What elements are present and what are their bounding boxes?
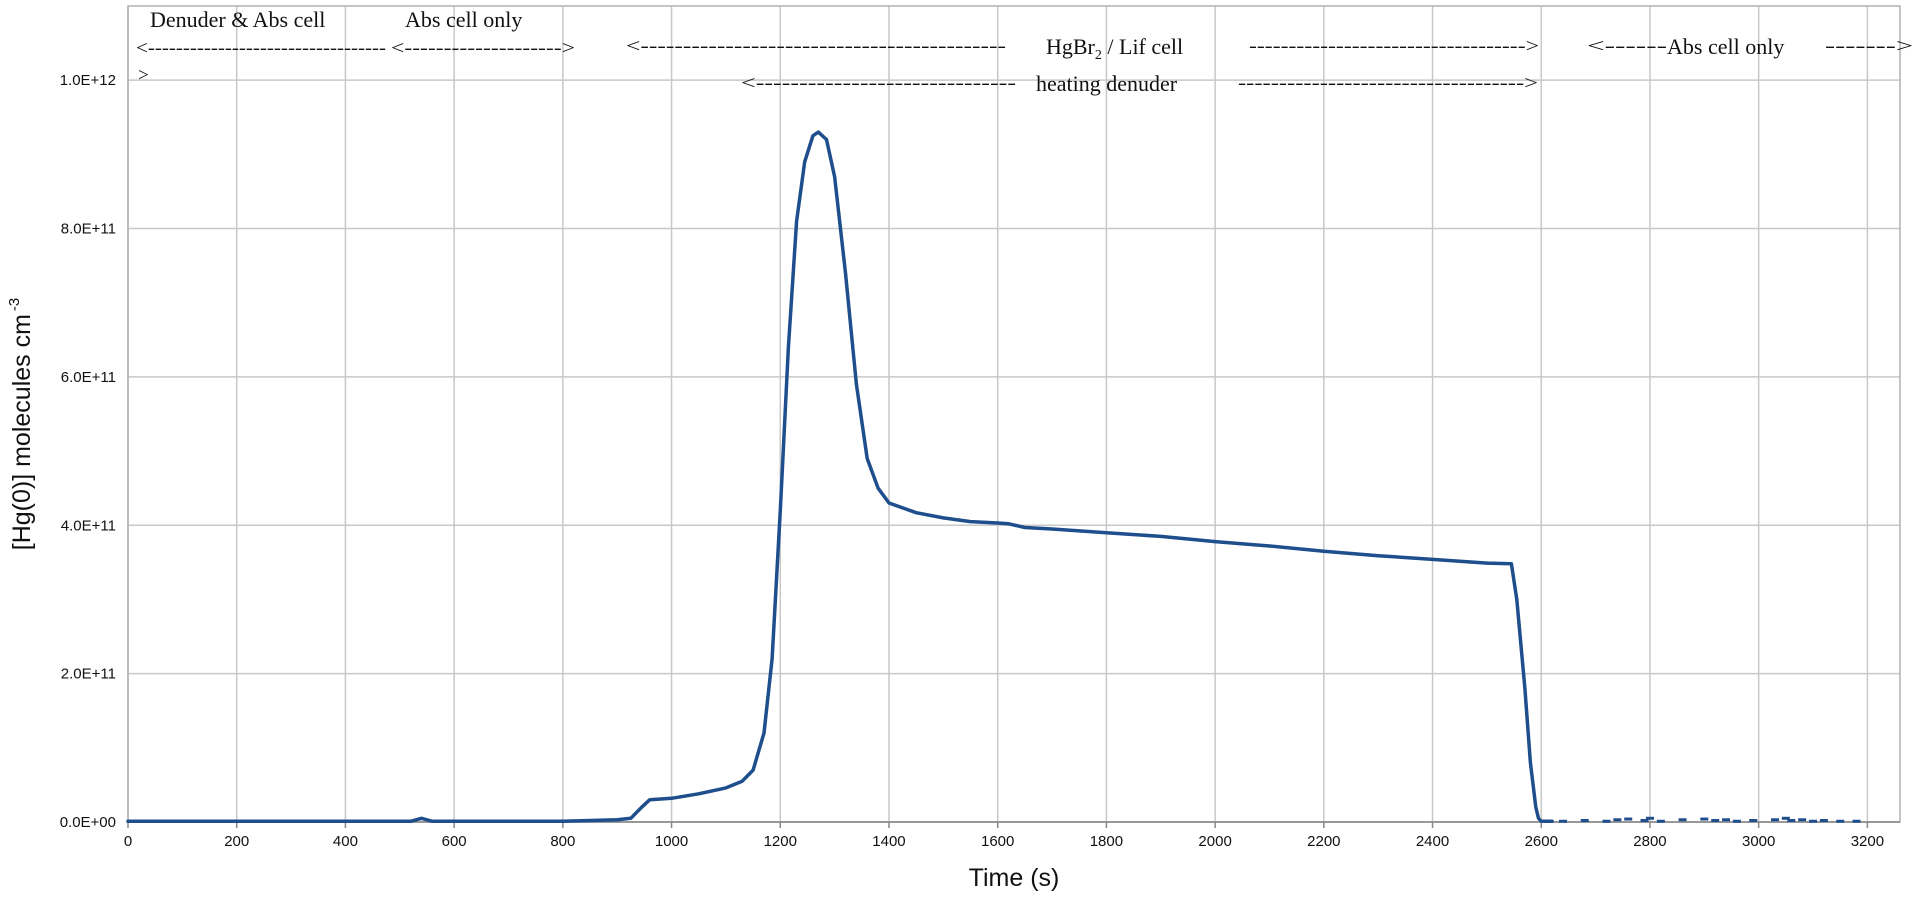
noise-point [1798,818,1807,822]
noise-point [1852,819,1861,823]
x-tick-label: 1000 [655,833,688,850]
grid [127,6,1900,823]
annotation-heating-label: heating denuder [1036,71,1178,96]
x-tick-label: 400 [333,833,358,850]
noise-point [1602,819,1611,823]
noise-point [1787,819,1796,823]
noise-point [1770,818,1779,822]
annotation-heating-arrow-right: -----------------------------------> [1238,73,1538,94]
noise-point [1613,818,1622,822]
noise-point [1749,819,1758,823]
y-tick-label: 1.0E+12 [60,72,116,89]
annotation-hgbr2-arrow-right: -----------------------------------> [1249,36,1539,57]
series-line [126,130,1554,824]
y-axis-ticks: 0.0E+00 2.0E+11 4.0E+11 6.0E+11 8.0E+11 1.0E+… [60,72,116,831]
noise-point [1656,819,1665,823]
x-tick-label: 1400 [872,833,905,850]
y-tick-label: 2.0E+11 [61,666,116,683]
annotation-abs-only-2-arrow-right: -------> [1825,36,1913,57]
noise-point [1781,816,1790,820]
plot-frame [127,5,1901,823]
x-tick-label: 200 [224,833,249,850]
x-axis-title: Time (s) [969,864,1060,892]
y-tick-label: 8.0E+11 [61,221,116,238]
x-tick-label: 3200 [1851,833,1884,850]
annotation-hgbr2-arrow-left: <---------------------------------------… [626,36,1006,57]
noise-point [1732,819,1741,823]
x-tick-label: 800 [550,833,575,850]
annotation-hgbr2-subscript: 2 [1095,48,1102,63]
x-tick-label: 600 [442,833,467,850]
noise-point [1678,818,1687,822]
annotation-denuder-abs-arrow-tail: > [138,65,149,86]
y-axis-title: [Hg(0)] molecules cm -3 [6,298,36,551]
x-tick-label: 0 [124,833,132,850]
noise-point [1645,816,1654,820]
noise-point [1558,819,1567,823]
annotation-denuder-abs-arrow: <---------------------------------- [136,38,386,59]
annotation-abs-only-arrow: <--------------------> [391,38,575,59]
noise-point [1819,819,1828,823]
x-tick-label: 2400 [1416,833,1449,850]
y-tick-label: 6.0E+11 [61,369,116,386]
annotation-abs-only-label: Abs cell only [405,7,522,32]
x-tick-label: 2000 [1198,833,1231,850]
noise-point [1711,819,1720,823]
noise-point [1700,817,1709,821]
y-tick-label: 4.0E+11 [61,517,116,534]
y-axis-title-exponent: -3 [6,298,23,311]
x-tick-label: 2800 [1633,833,1666,850]
x-axis-ticks: 0 200 400 600 800 1000 1200 1400 1600 1800 2000 220… [124,822,1884,850]
noise-point [1580,819,1589,823]
x-tick-label: 1800 [1090,833,1123,850]
noise-point [1640,819,1649,823]
y-tick-label: 0.0E+00 [60,814,116,831]
x-tick-label: 1600 [981,833,1014,850]
series-layer [126,130,1861,824]
noise-point [1722,818,1731,822]
annotation-abs-only-2-label: Abs cell only [1667,34,1784,59]
x-tick-label: 2600 [1525,833,1558,850]
y-axis-title-main: [Hg(0)] molecules cm [8,314,36,550]
x-tick-label: 2200 [1307,833,1340,850]
x-tick-label: 1200 [764,833,797,850]
noise-point [1624,817,1633,821]
annotation-hgbr2-main: HgBr [1046,34,1096,59]
annotation-abs-only-2-arrow-left: <------ [1587,36,1667,57]
annotation-denuder-abs-label: Denuder & Abs cell [150,7,325,32]
annotation-hgbr2-label: HgBr2 / Lif cell [1046,34,1183,63]
annotation-heating-arrow-left: <------------------------------ [741,73,1016,94]
noise-point [1809,819,1818,823]
noise-point [1836,819,1845,823]
annotation-hgbr2-rest: / Lif cell [1102,34,1183,59]
x-tick-label: 3000 [1742,833,1775,850]
